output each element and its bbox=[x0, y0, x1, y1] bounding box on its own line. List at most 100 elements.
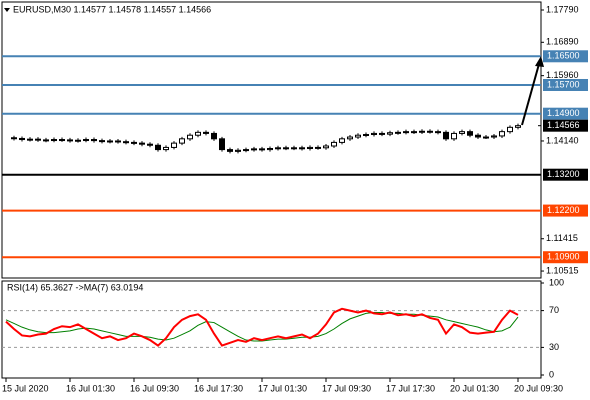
candle bbox=[291, 147, 297, 150]
candle bbox=[443, 131, 449, 140]
candle bbox=[467, 131, 473, 136]
candle bbox=[59, 139, 65, 142]
series-line bbox=[5, 307, 519, 347]
candle bbox=[451, 132, 457, 140]
rsi-title: RSI(14) 65.3627 ->MA(7) 63.0194 bbox=[7, 282, 143, 292]
candle bbox=[163, 146, 169, 151]
price-panel bbox=[1, 1, 542, 279]
y-tick-label: 1.10515 bbox=[546, 265, 579, 275]
candle bbox=[219, 138, 225, 151]
level-label: 1.15700 bbox=[547, 79, 580, 89]
candle bbox=[139, 142, 145, 145]
level-label: 1.16500 bbox=[547, 51, 580, 61]
candle bbox=[507, 126, 513, 133]
y-tick-label: 70 bbox=[549, 305, 559, 315]
candle bbox=[227, 149, 233, 152]
candle bbox=[99, 140, 105, 143]
candle bbox=[51, 139, 57, 142]
candle bbox=[267, 148, 273, 151]
level-label-box bbox=[543, 50, 588, 63]
candle bbox=[195, 131, 201, 136]
y-tick-label: 100 bbox=[549, 277, 564, 287]
x-tick-label: 20 Jul 01:30 bbox=[450, 383, 499, 393]
candle bbox=[67, 139, 73, 142]
candle bbox=[171, 142, 177, 148]
candle bbox=[131, 141, 137, 144]
candle bbox=[339, 138, 345, 143]
candle bbox=[179, 138, 185, 144]
y-tick-label: 1.11415 bbox=[546, 233, 578, 243]
candle bbox=[315, 146, 321, 149]
x-tick-label: 16 Jul 17:30 bbox=[194, 383, 243, 393]
level-label-box bbox=[543, 204, 588, 217]
candle bbox=[483, 136, 489, 139]
candle bbox=[11, 137, 17, 140]
level-label-box bbox=[543, 251, 588, 264]
candle bbox=[427, 130, 433, 133]
candle bbox=[75, 139, 81, 142]
y-tick-label: 1.14140 bbox=[546, 135, 579, 145]
candle bbox=[299, 147, 305, 150]
y-tick-label: 30 bbox=[549, 342, 559, 352]
candle bbox=[107, 140, 113, 143]
candle bbox=[243, 149, 249, 152]
arrow bbox=[521, 63, 540, 126]
level-label-box bbox=[543, 168, 588, 181]
candle bbox=[379, 132, 385, 135]
candle bbox=[435, 131, 441, 134]
candle bbox=[395, 131, 401, 134]
candle bbox=[371, 132, 377, 136]
level-label-box bbox=[543, 107, 588, 120]
candle bbox=[19, 137, 25, 141]
candle bbox=[491, 135, 497, 138]
candle bbox=[83, 139, 89, 142]
rsi-panel bbox=[1, 280, 542, 379]
candle bbox=[115, 140, 121, 143]
candle bbox=[419, 130, 425, 133]
arrow-head bbox=[535, 56, 544, 67]
y-tick-label: 1.17790 bbox=[546, 4, 579, 14]
level-label: 1.10900 bbox=[547, 252, 580, 262]
candle bbox=[475, 134, 481, 138]
candle bbox=[403, 131, 409, 134]
level-label: 1.13200 bbox=[547, 169, 580, 179]
candle bbox=[275, 147, 281, 150]
level-label-box bbox=[543, 78, 588, 91]
candle bbox=[203, 131, 209, 134]
last-price-box bbox=[543, 119, 588, 132]
x-tick-label: 16 Jul 01:30 bbox=[66, 383, 115, 393]
candle bbox=[323, 145, 329, 149]
candle bbox=[515, 125, 521, 128]
collapse-icon bbox=[4, 8, 10, 12]
candle bbox=[155, 144, 161, 151]
x-tick-label: 20 Jul 09:30 bbox=[514, 383, 563, 393]
candle bbox=[251, 148, 257, 151]
candle bbox=[387, 132, 393, 135]
x-tick-label: 16 Jul 09:30 bbox=[130, 383, 179, 393]
candle bbox=[147, 143, 153, 146]
candle bbox=[211, 132, 217, 140]
x-tick-label: 17 Jul 09:30 bbox=[322, 383, 371, 393]
candle bbox=[35, 138, 41, 141]
y-tick-label: 0 bbox=[549, 369, 554, 379]
candle bbox=[347, 136, 353, 140]
candle bbox=[259, 148, 265, 151]
x-tick-label: 15 Jul 2020 bbox=[2, 383, 49, 393]
level-label: 1.14900 bbox=[547, 108, 580, 118]
x-tick-label: 17 Jul 01:30 bbox=[258, 383, 307, 393]
candle bbox=[27, 138, 33, 141]
candle bbox=[283, 147, 289, 150]
candle bbox=[43, 139, 49, 142]
candle bbox=[91, 139, 97, 142]
candle bbox=[331, 141, 337, 147]
candle bbox=[235, 149, 241, 152]
candle bbox=[363, 134, 369, 137]
candle bbox=[307, 146, 313, 150]
candle bbox=[123, 141, 129, 144]
level-label: 1.12200 bbox=[547, 205, 580, 215]
candle bbox=[499, 131, 505, 137]
x-tick-label: 17 Jul 17:30 bbox=[386, 383, 435, 393]
y-tick-label: 1.15960 bbox=[546, 70, 579, 80]
candle bbox=[411, 131, 417, 134]
